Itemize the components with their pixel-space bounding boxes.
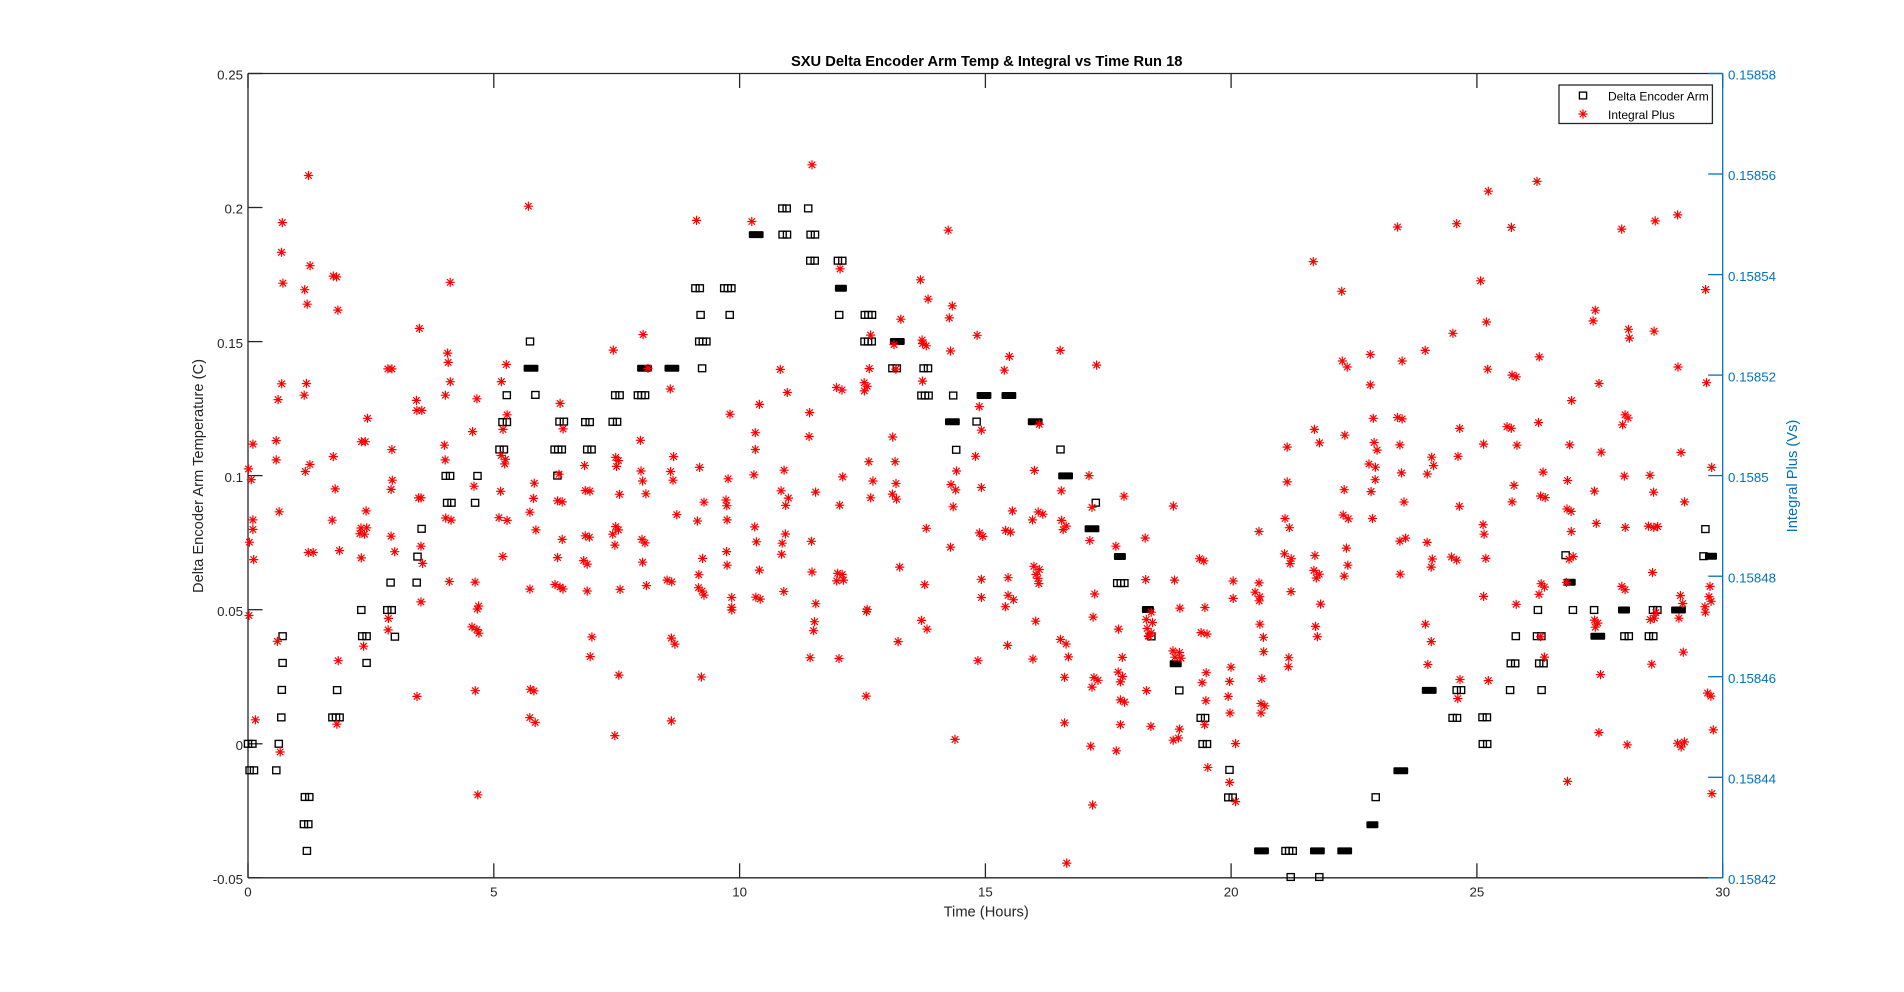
svg-text:20: 20 (1224, 885, 1239, 900)
svg-text:Integral Plus (Vs): Integral Plus (Vs) (1785, 420, 1801, 533)
svg-text:0.15: 0.15 (217, 336, 243, 351)
svg-text:0.25: 0.25 (217, 68, 243, 83)
svg-text:SXU Delta Encoder Arm Temp & I: SXU Delta Encoder Arm Temp & Integral vs… (791, 54, 1183, 70)
svg-text:Delta Encoder Arm: Delta Encoder Arm (1608, 89, 1709, 103)
svg-text:25: 25 (1470, 885, 1485, 900)
svg-text:0: 0 (244, 885, 251, 900)
svg-text:0.15848: 0.15848 (1728, 570, 1776, 585)
svg-text:0.15846: 0.15846 (1728, 671, 1776, 686)
svg-text:Integral Plus: Integral Plus (1608, 108, 1675, 122)
svg-text:0.2: 0.2 (225, 202, 244, 217)
svg-text:Delta Encoder Arm Temperature: Delta Encoder Arm Temperature (C) (191, 359, 207, 593)
svg-text:0.1: 0.1 (225, 470, 244, 485)
svg-text:-0.05: -0.05 (213, 872, 243, 887)
svg-text:0: 0 (236, 738, 243, 753)
svg-text:0.1585: 0.1585 (1728, 470, 1769, 485)
svg-text:0.15856: 0.15856 (1728, 168, 1776, 183)
svg-text:10: 10 (732, 885, 747, 900)
svg-text:0.15842: 0.15842 (1728, 872, 1776, 887)
svg-text:Time (Hours): Time (Hours) (944, 905, 1029, 921)
svg-text:0.05: 0.05 (217, 604, 243, 619)
svg-text:5: 5 (490, 885, 497, 900)
svg-text:0.15844: 0.15844 (1728, 772, 1776, 787)
svg-text:15: 15 (978, 885, 993, 900)
svg-text:0.15852: 0.15852 (1728, 369, 1776, 384)
svg-text:0.15854: 0.15854 (1728, 269, 1776, 284)
svg-text:0.15858: 0.15858 (1728, 68, 1776, 83)
svg-text:30: 30 (1715, 885, 1730, 900)
